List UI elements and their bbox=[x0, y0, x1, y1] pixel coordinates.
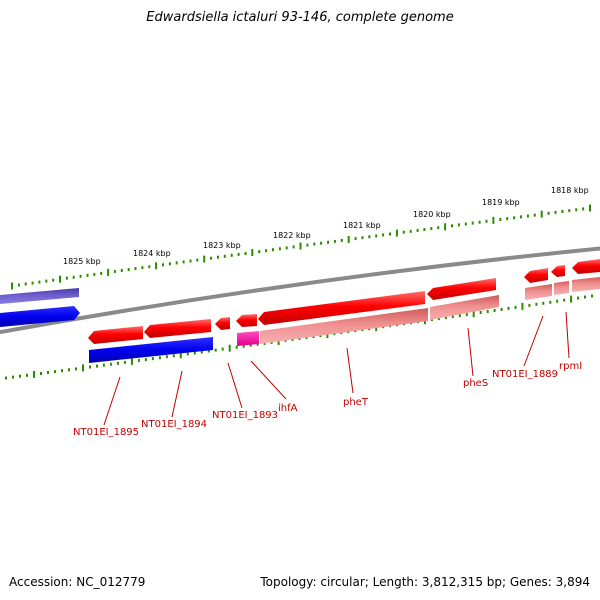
leader-line bbox=[346, 347, 354, 394]
gene-arrow-edge bbox=[572, 259, 600, 274]
gene-label: pheS bbox=[463, 378, 488, 389]
outer-scale-ticks bbox=[11, 204, 591, 290]
gene-arrow-ihfA bbox=[236, 314, 257, 327]
accession-text: Accession: NC_012779 bbox=[9, 575, 146, 589]
scale-label: 1818 kbp bbox=[551, 186, 589, 195]
gene-feature-pink-1889 bbox=[525, 284, 552, 300]
gene-feature-pink-edge bbox=[572, 277, 600, 292]
leader-line bbox=[103, 376, 121, 426]
gene-feature-purple bbox=[0, 288, 79, 304]
gene-arrow-rpmI bbox=[551, 265, 565, 277]
label-leader-lines bbox=[103, 311, 570, 426]
scale-label: 1819 kbp bbox=[482, 198, 520, 207]
gene-feature-pink-rpmI bbox=[554, 281, 569, 295]
gene-arrow-pheS bbox=[427, 278, 496, 300]
gene-label: rpmI bbox=[559, 361, 582, 372]
gene-label: ihfA bbox=[278, 403, 298, 414]
leader-line bbox=[250, 360, 287, 400]
gene-arrow-pheT bbox=[258, 291, 425, 325]
gene-label: NT01EI_1894 bbox=[141, 419, 207, 430]
scale-label: 1823 kbp bbox=[203, 241, 241, 250]
gene-feature-magenta bbox=[237, 331, 259, 346]
gene-feature-blue-lower bbox=[89, 337, 213, 363]
scale-label: 1824 kbp bbox=[133, 249, 171, 258]
gene-label: pheT bbox=[343, 397, 369, 408]
topology-text: Topology: circular; Length: 3,812,315 bp… bbox=[260, 575, 590, 589]
map-title: Edwardsiella ictaluri 93-146, complete g… bbox=[146, 10, 454, 25]
gene-labels: NT01EI_1895 NT01EI_1894 NT01EI_1893 ihfA… bbox=[73, 361, 582, 438]
gene-arrow-nt01ei-1895 bbox=[88, 326, 143, 344]
leader-line bbox=[171, 370, 183, 418]
gene-arrow-nt01ei-1893 bbox=[215, 317, 230, 330]
gene-arrow-nt01ei-1889 bbox=[524, 268, 548, 283]
gene-feature-pink-pheS bbox=[430, 295, 499, 320]
genome-backbone bbox=[0, 246, 600, 335]
gene-feature-blue bbox=[0, 306, 80, 327]
leader-line bbox=[523, 315, 544, 367]
scale-labels: 1825 kbp 1824 kbp 1823 kbp 1822 kbp 1821… bbox=[63, 186, 589, 266]
gene-label: NT01EI_1893 bbox=[212, 410, 278, 421]
cds-features bbox=[88, 259, 600, 344]
scale-label: 1825 kbp bbox=[63, 257, 101, 266]
scale-label: 1822 kbp bbox=[273, 231, 311, 240]
leader-line bbox=[467, 327, 474, 377]
gene-label: NT01EI_1889 bbox=[492, 369, 558, 380]
leader-line bbox=[565, 311, 570, 359]
gene-label: NT01EI_1895 bbox=[73, 427, 139, 438]
gene-arrow-nt01ei-1894 bbox=[144, 319, 211, 338]
scale-label: 1821 kbp bbox=[343, 221, 381, 230]
gene-feature-pink-pheT bbox=[260, 308, 428, 344]
lower-track-features bbox=[89, 277, 600, 363]
scale-label: 1820 kbp bbox=[413, 210, 451, 219]
leader-line bbox=[227, 362, 243, 409]
